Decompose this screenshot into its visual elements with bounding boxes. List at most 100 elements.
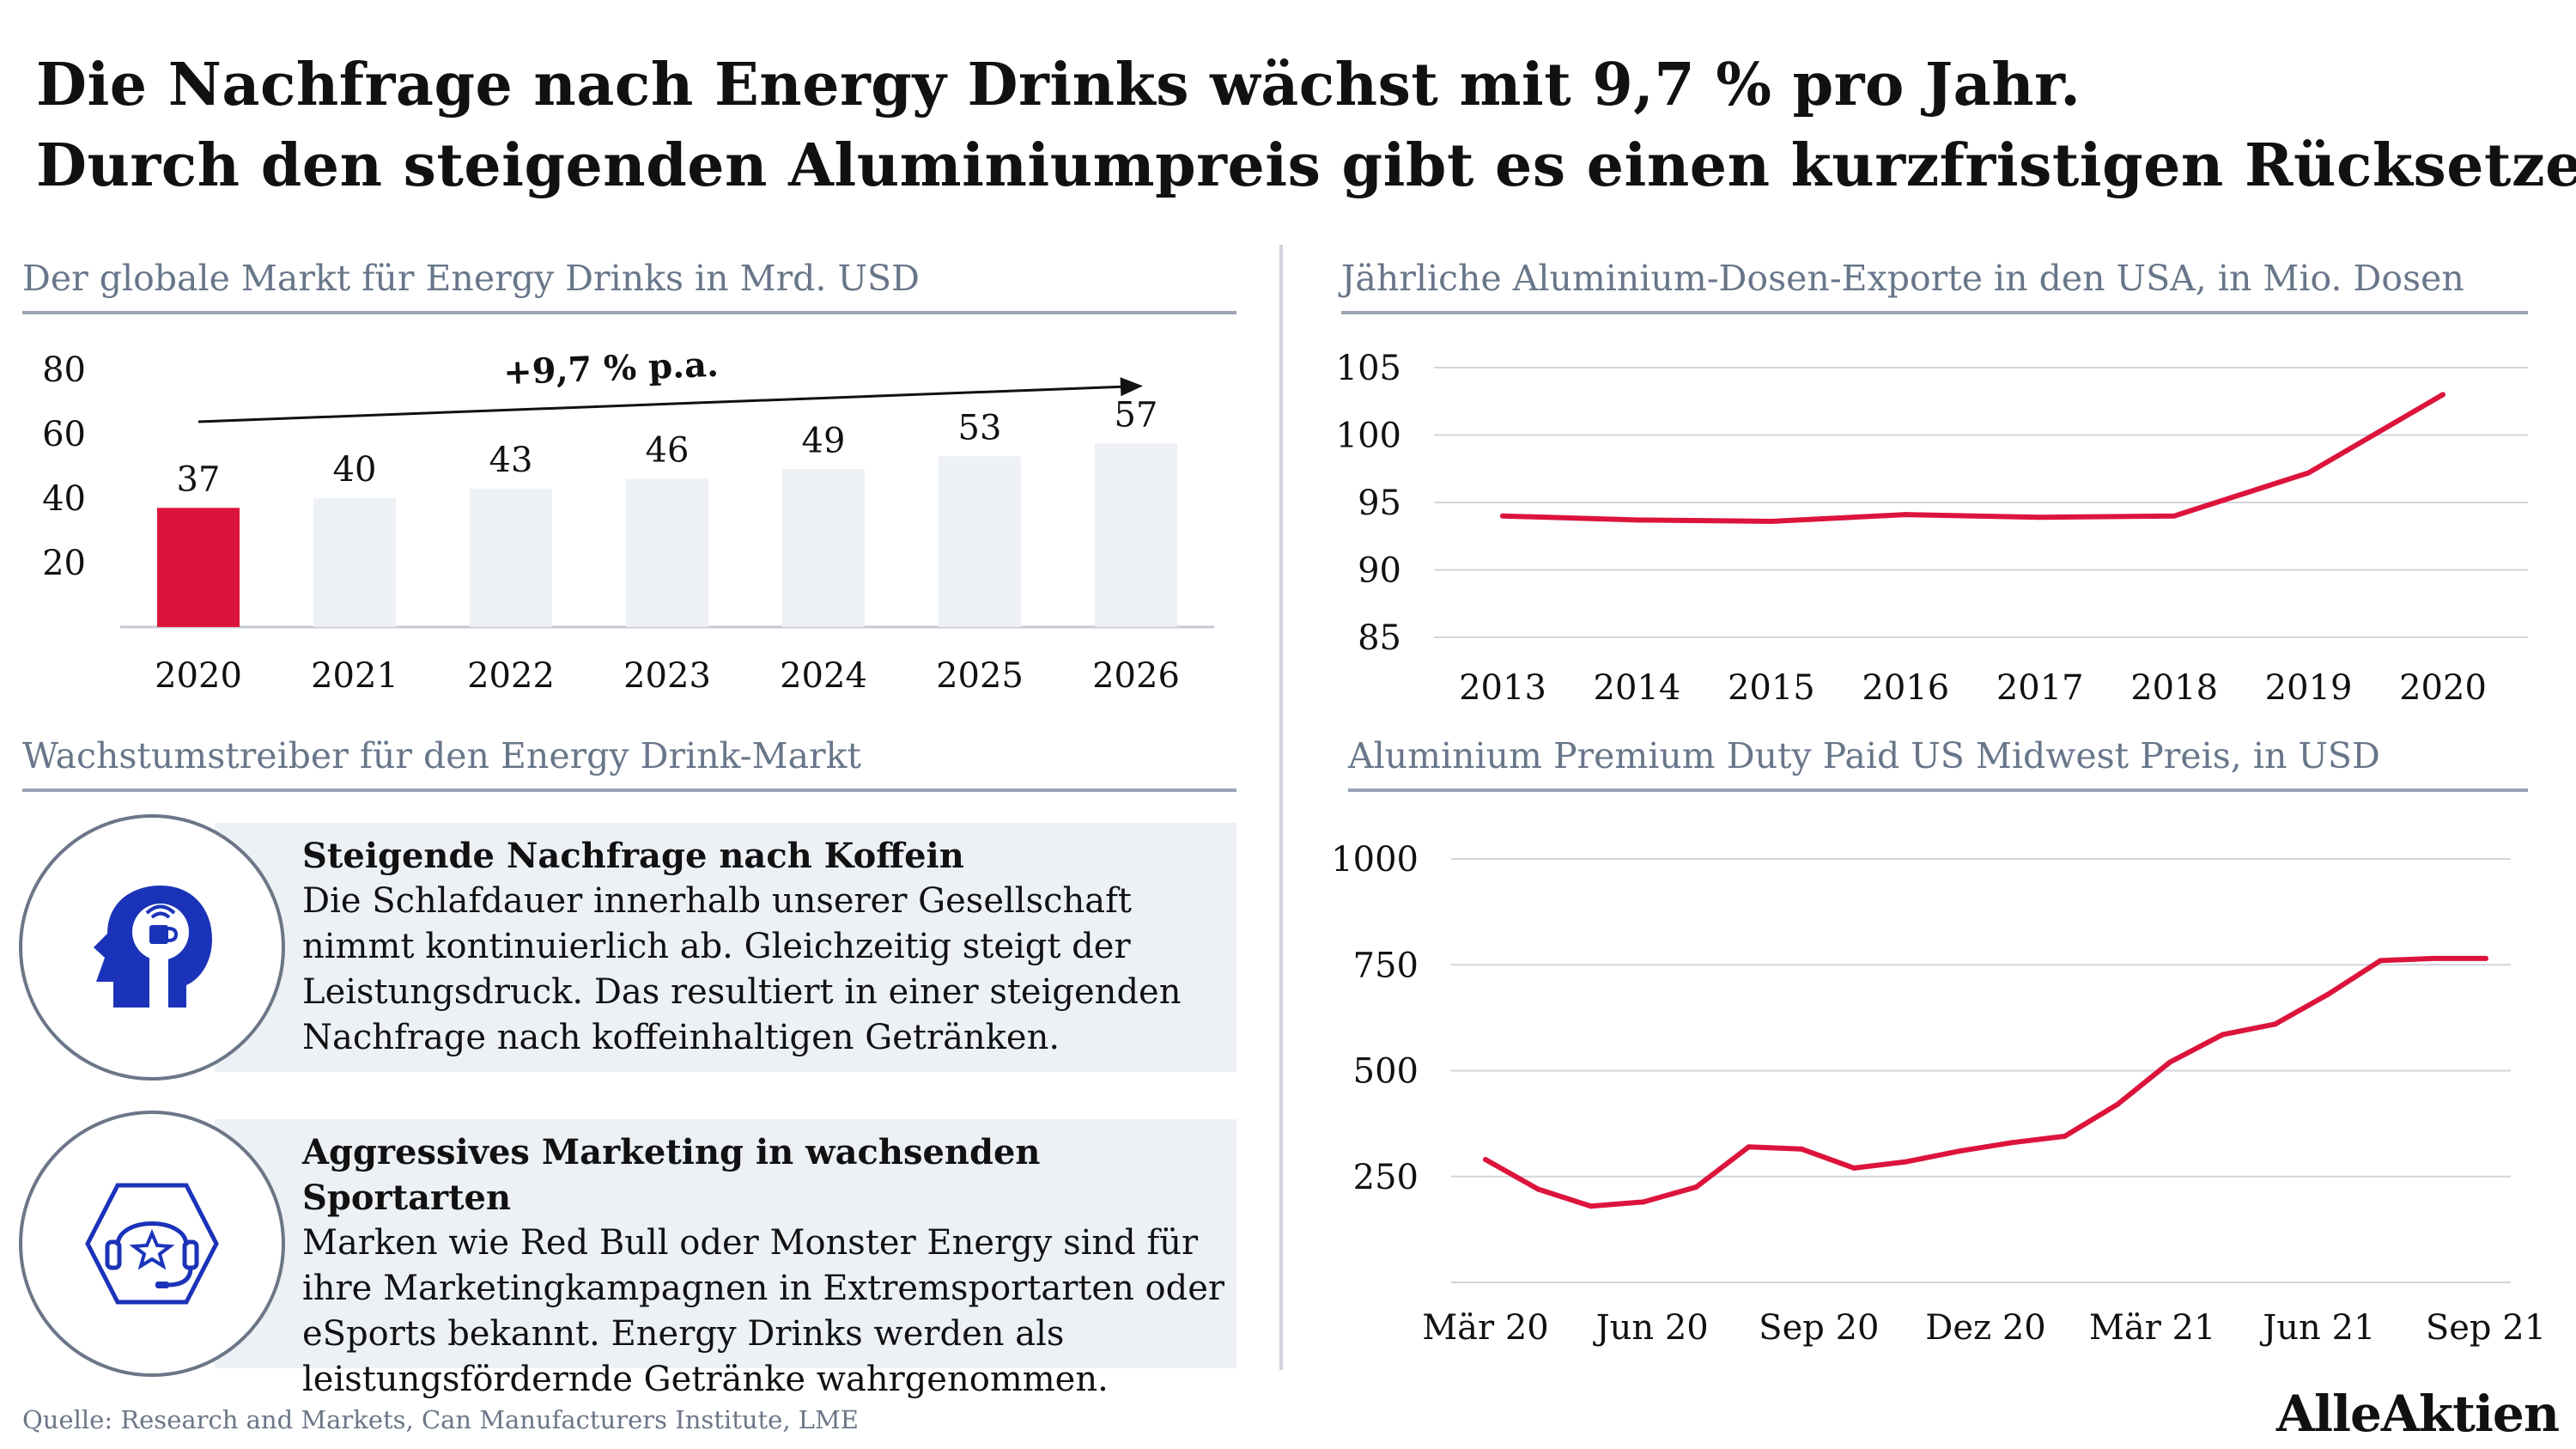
data-point [1903,512,1909,518]
title-line-2: Durch den steigenden Aluminiumpreis gibt… [36,131,2576,200]
bar-category-label: 2026 [1092,656,1180,696]
cans-line-chart: 85 90 95 100 105 2013 2014 2015 2016 2017 2018 2019… [1336,349,2528,708]
bar [157,508,240,627]
x-tick-label: 2017 [1996,668,2084,708]
data-point [1798,1146,1804,1152]
bar-value-label: 57 [1115,395,1158,435]
data-point [2483,955,2488,961]
data-point [2062,1133,2068,1139]
x-tick-label: 2015 [1728,668,1815,708]
data-point [1634,517,1640,523]
bar-y-tick: 40 [42,479,86,519]
x-tick-label: 2013 [1459,668,1546,708]
x-tick-label: 2020 [2399,668,2487,708]
data-point [1640,1199,1646,1205]
vertical-divider [1279,245,1283,1370]
data-point [2306,470,2312,476]
x-tick-label: Dez 20 [1925,1308,2045,1348]
y-tick-label: 1000 [1331,840,1419,880]
data-point [1500,513,1505,519]
cans-chart-title: Jährliche Aluminium-Dosen-Exporte in den… [1341,258,2528,314]
y-tick-label: 90 [1358,551,1401,591]
title-line-1: Die Nachfrage nach Energy Drinks wächst … [36,51,2081,119]
x-tick-label: Sep 20 [1759,1308,1879,1348]
x-tick-label: 2019 [2265,668,2353,708]
bar-category-label: 2022 [467,656,555,696]
drivers-heading: Wachstumstreiber für den Energy Drink-Ma… [22,735,1236,792]
driver-text-2: Aggressives Marketing in wachsenden Spor… [302,1129,1238,1403]
data-point [2220,1032,2226,1038]
bar-value-label: 53 [958,408,1002,447]
driver-box-2 [215,1119,1236,1368]
driver-body-1: Die Schlafdauer innerhalb unserer Gesell… [302,881,1182,1057]
x-tick-label: 2014 [1594,668,1681,708]
x-tick-label: Mär 20 [1422,1308,1549,1348]
data-point [2172,513,2178,519]
data-point [2378,958,2384,964]
bar-chart-title: Der globale Markt für Energy Drinks in M… [22,258,1236,314]
data-line [1500,392,2445,524]
data-point [2167,1059,2173,1065]
data-point [1851,1165,1857,1171]
x-tick-label: Jun 20 [1593,1308,1709,1348]
data-point [1746,1144,1752,1150]
bar-category-label: 2025 [936,656,1024,696]
y-tick-label: 85 [1358,618,1401,658]
bar-value-label: 40 [333,450,377,490]
data-point [1588,1203,1594,1209]
y-tick-label: 250 [1353,1158,1419,1197]
driver-body-2: Marken wie Red Bull oder Monster Energy … [302,1223,1225,1399]
x-tick-label: Mär 21 [2089,1308,2216,1348]
bar-category-label: 2024 [780,656,867,696]
headset-star-icon [85,1183,219,1305]
data-point [2009,1140,2015,1146]
bar [939,456,1021,627]
bar-chart: 20 40 60 80 37 2020 40 2021 43 2022 46 2023 49 2024 53… [42,344,1214,696]
bar-y-tick: 80 [42,350,86,390]
y-tick-label: 750 [1353,946,1419,985]
data-point [1768,518,1774,524]
growth-arrow-line [197,385,1128,423]
bar [313,498,396,627]
price-line-chart: 250 500 750 1000 Mär 20 Jun 20 Sep 20 Dez 20 Mär… [1331,840,2546,1348]
data-point [1483,1157,1488,1163]
data-point [2440,392,2445,398]
bar [1095,443,1177,627]
y-tick-label: 100 [1336,417,1401,456]
bar [626,478,708,627]
data-point [1956,1148,1962,1154]
bar-category-label: 2023 [623,656,711,696]
data-point [2037,514,2043,521]
data-point [2430,955,2436,961]
bar-category-label: 2020 [155,656,242,696]
brand-logo: AlleAktien [2275,1385,2560,1443]
source-note: Quelle: Research and Markets, Can Manufa… [22,1405,859,1434]
x-tick-label: Jun 21 [2259,1308,2375,1348]
driver-title-2: Aggressives Marketing in wachsenden Spor… [302,1132,1041,1218]
bar-value-label: 43 [489,441,533,480]
growth-annotation: +9,7 % p.a. [502,344,719,393]
driver-box-1 [215,823,1236,1072]
data-point [2114,1101,2120,1107]
bar-y-tick: 20 [42,544,86,583]
driver-title-1: Steigende Nachfrage nach Koffein [302,836,964,876]
growth-arrow-head [1120,377,1143,397]
data-point [2325,991,2331,997]
y-tick-label: 105 [1336,349,1401,388]
x-tick-label: 2018 [2130,668,2218,708]
data-line [1483,955,2488,1209]
x-tick-label: Sep 21 [2426,1308,2546,1348]
data-point [1535,1186,1541,1192]
price-chart-title: Aluminium Premium Duty Paid US Midwest P… [1348,735,2528,792]
driver-circle-2 [19,1111,285,1377]
y-tick-label: 95 [1358,484,1401,523]
data-point [1904,1159,1910,1165]
bar-value-label: 46 [646,431,690,471]
bar-category-label: 2021 [311,656,398,696]
bar [470,488,552,627]
bar-value-label: 49 [802,421,846,460]
bar-value-label: 37 [177,460,221,499]
y-tick-label: 500 [1353,1052,1419,1092]
data-point [2272,1021,2278,1027]
bar-y-tick: 60 [42,415,86,454]
